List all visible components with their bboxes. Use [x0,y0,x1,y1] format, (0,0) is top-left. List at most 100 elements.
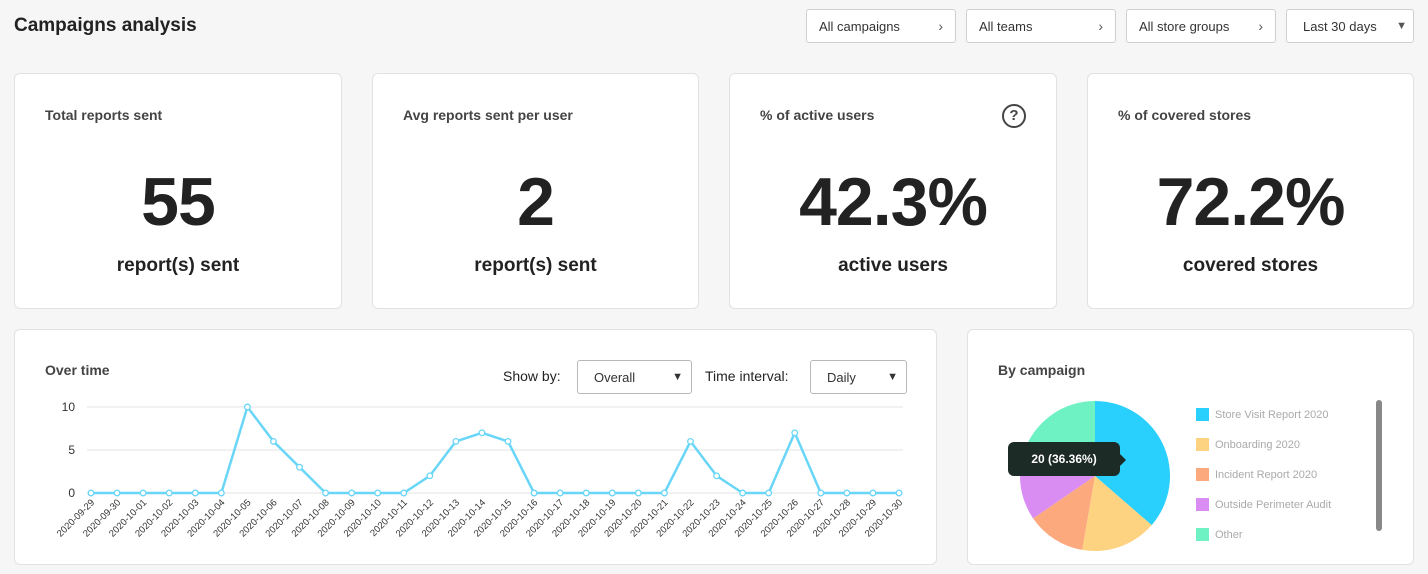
legend-scrollbar[interactable] [1376,400,1382,531]
data-point[interactable] [217,489,225,497]
pie-slice[interactable] [1095,401,1170,526]
data-point[interactable] [608,489,616,497]
tooltip-arrow [1120,454,1126,466]
chevron-down-icon: ▼ [887,371,898,383]
data-point[interactable] [869,489,877,497]
show-by-label: Show by: [503,368,561,384]
data-point[interactable] [113,489,121,497]
kpi-unit: report(s) sent [474,255,597,276]
y-tick-label: 10 [62,400,76,414]
question-circle-icon[interactable]: ? [1002,104,1026,128]
data-point[interactable] [817,489,825,497]
data-point[interactable] [165,489,173,497]
legend-item[interactable]: Incident Report 2020 [1196,468,1317,481]
over-time-card: Over time Show by: Overall ▼ Time interv… [14,329,937,565]
kpi-value: 2 [517,164,555,240]
store-groups-filter-label: All store groups [1139,18,1230,34]
data-point[interactable] [660,489,668,497]
legend-label: Onboarding 2020 [1215,438,1301,451]
legend-item[interactable]: Store Visit Report 2020 [1196,408,1329,421]
kpi-unit: report(s) sent [116,255,240,276]
chevron-down-icon: ▼ [1396,20,1407,32]
legend-label: Store Visit Report 2020 [1215,408,1329,421]
pie-tooltip: 20 (36.36%) [1008,442,1120,476]
data-point[interactable] [765,489,773,497]
campaigns-filter-label: All campaigns [819,18,900,34]
chevron-right-icon: › [1098,18,1103,34]
data-point[interactable] [348,489,356,497]
kpi-card-covered-stores: % of covered stores 72.2% covered stores [1087,73,1414,309]
legend-item[interactable]: Outside Perimeter Audit [1196,498,1331,511]
by-campaign-card: By campaign 20 (36.36%) Store Visit Repo… [967,329,1414,565]
series-line [91,405,899,495]
y-tick-label: 5 [68,443,75,457]
kpi-label: Avg reports sent per user [403,107,573,123]
time-interval-value: Daily [827,369,856,385]
data-point[interactable] [270,437,277,445]
y-tick-label: 0 [68,486,75,500]
data-point[interactable] [843,489,851,497]
data-point[interactable] [895,489,903,497]
chevron-right-icon: › [1258,18,1263,34]
legend-swatch [1196,408,1209,421]
pie-slice[interactable] [1033,476,1095,550]
data-point[interactable] [582,489,590,497]
data-point[interactable] [452,437,460,445]
legend-item[interactable]: Onboarding 2020 [1196,438,1300,451]
data-point[interactable] [400,489,408,497]
period-select[interactable]: Last 30 days ▼ [1286,9,1414,43]
data-point[interactable] [504,437,512,445]
data-point[interactable] [322,489,330,497]
data-point[interactable] [426,472,434,480]
by-campaign-title: By campaign [998,362,1086,378]
data-point[interactable] [739,489,747,497]
kpi-label: % of active users [760,107,875,123]
campaigns-filter-button[interactable]: All campaigns › [806,9,956,43]
legend-swatch [1196,468,1209,481]
kpi-card-avg-reports: Avg reports sent per user 2 report(s) se… [372,73,699,309]
data-point[interactable] [478,429,486,437]
over-time-title: Over time [45,362,110,378]
legend-item[interactable]: Other [1196,528,1243,541]
data-point[interactable] [791,429,799,437]
data-point[interactable] [87,489,95,497]
data-point[interactable] [556,489,564,497]
legend-swatch [1196,528,1209,541]
legend-label: Outside Perimeter Audit [1215,498,1332,511]
kpi-unit: active users [838,255,948,276]
data-point[interactable] [374,489,382,497]
data-point[interactable] [191,489,199,497]
data-point[interactable] [713,472,720,480]
kpi-value: 55 [141,164,216,240]
data-point[interactable] [530,489,538,497]
data-point[interactable] [634,489,642,497]
legend-swatch [1196,498,1209,511]
store-groups-filter-button[interactable]: All store groups › [1126,9,1276,43]
chevron-right-icon: › [938,18,943,34]
period-select-value: Last 30 days [1303,18,1377,34]
chevron-down-icon: ▼ [672,371,683,383]
kpi-unit: covered stores [1182,255,1319,276]
show-by-select[interactable]: Overall ▼ [577,360,692,394]
line-chart: 05102020-09-292020-09-302020-10-012020-1… [55,400,905,539]
teams-filter-button[interactable]: All teams › [966,9,1116,43]
legend-label: Other [1215,528,1243,541]
kpi-label: % of covered stores [1118,107,1252,123]
teams-filter-label: All teams [979,18,1033,34]
data-point[interactable] [243,403,251,411]
kpi-label: Total reports sent [45,107,163,123]
kpi-value: 72.2% [1156,164,1346,240]
kpi-card-active-users: % of active users ? 42.3% active users [729,73,1057,309]
time-interval-select[interactable]: Daily ▼ [810,360,907,394]
data-point[interactable] [139,489,147,497]
show-by-value: Overall [594,369,636,385]
pie-chart [1020,401,1170,551]
legend-label: Incident Report 2020 [1215,468,1318,481]
time-interval-label: Time interval: [705,368,789,384]
legend-swatch [1196,438,1209,451]
pie-slice[interactable] [1082,476,1152,551]
data-point[interactable] [296,463,303,471]
data-point[interactable] [687,437,694,445]
kpi-value: 42.3% [799,164,988,240]
page-title: Campaigns analysis [14,15,197,36]
